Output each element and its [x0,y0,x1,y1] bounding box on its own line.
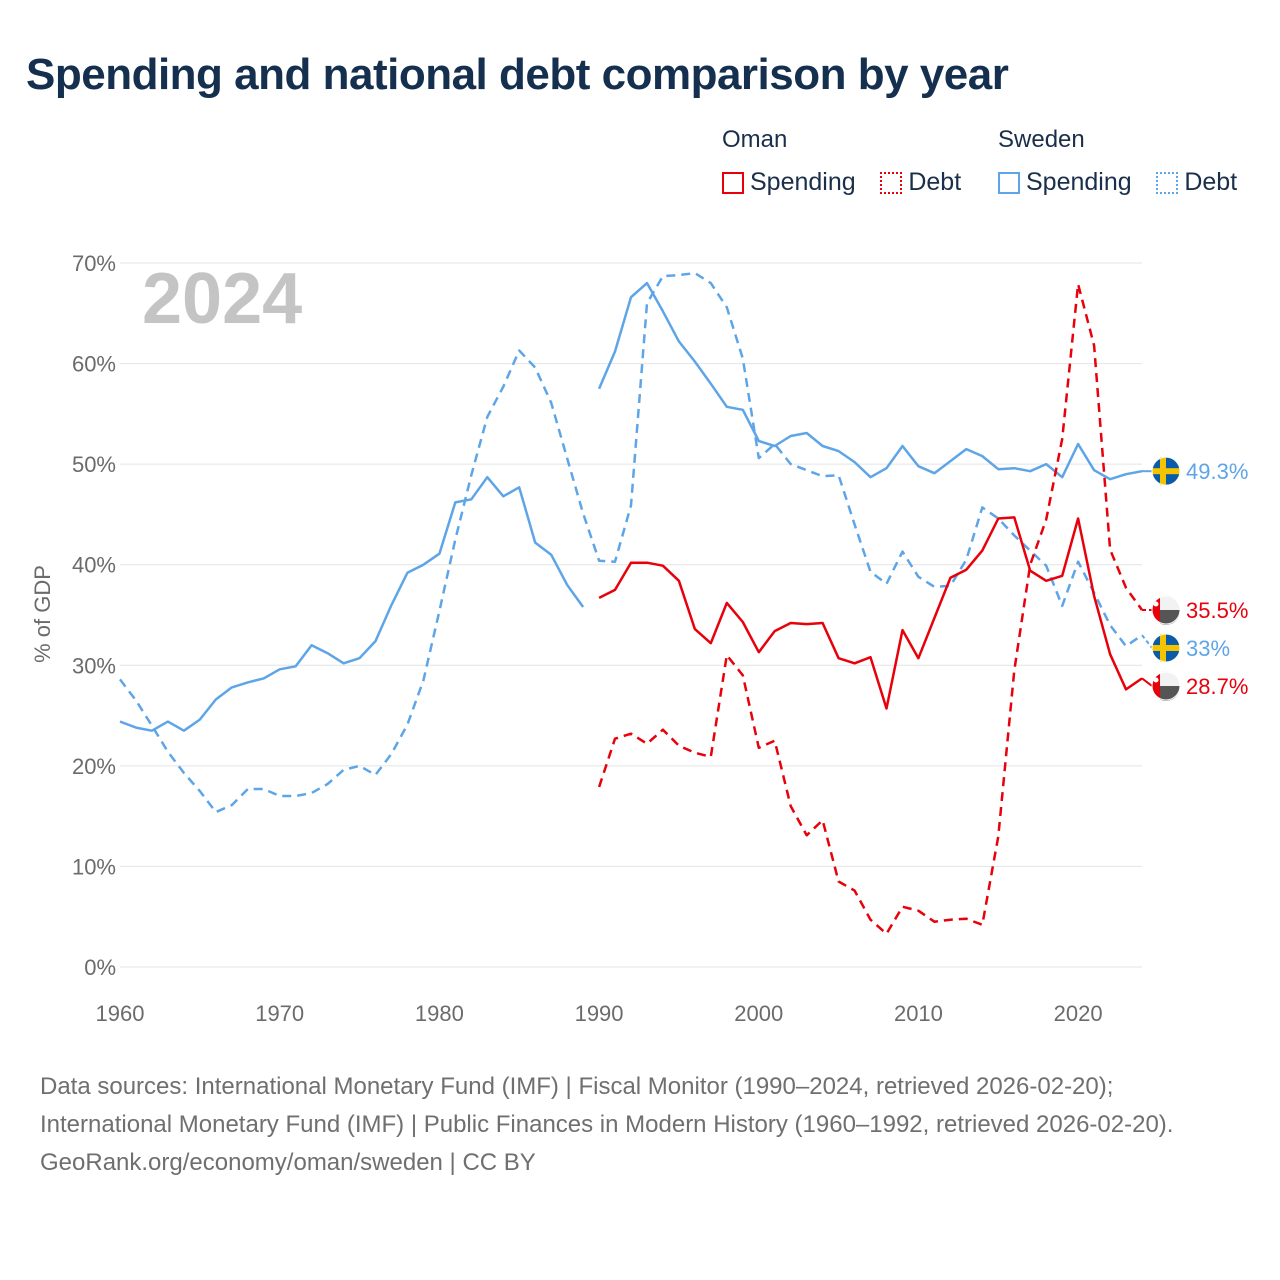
oman-spending-line[interactable] [598,516,1143,710]
gridlines [120,262,1142,968]
y-tick-label: 50% [72,452,116,477]
x-tick-label: 2000 [734,1001,783,1026]
x-tick-label: 2010 [894,1001,943,1026]
end-connector [1141,677,1153,687]
legend-group-sweden: Sweden Spending Debt [998,126,1237,201]
y-axis-title: % of GDP [30,565,55,663]
legend-sweden-spending[interactable]: Spending [998,168,1132,197]
sweden-spending-line[interactable] [597,281,1143,481]
x-tick-label: 1960 [96,1001,145,1026]
end-value-label: 35.5% [1186,598,1248,623]
sweden-flag-icon [1151,456,1181,486]
y-tick-label: 20% [72,754,116,779]
legend-label: Spending [1026,168,1132,196]
data-sources-text: Data sources: International Monetary Fun… [40,1073,1174,1138]
oman-debt-line[interactable] [597,282,1144,936]
legend-swatch-solid [722,171,744,194]
legend-swatch-dotted [1156,171,1179,194]
end-value-label: 28.7% [1186,674,1248,699]
line-chart: 2024 % of GDP 0% 10% 20% 30% 40% 50% 60% 70% 19… [30,251,1248,1026]
y-axis: 0% 10% 20% 30% 40% 50% 60% 70% [72,251,116,980]
year-label: 2024 [142,259,302,339]
y-tick-label: 60% [72,352,116,377]
y-tick-label: 70% [72,251,116,276]
sweden-debt-line[interactable] [119,271,1143,814]
oman-flag-icon [1151,671,1181,701]
legend-group-name-sweden: Sweden [998,126,1085,153]
legend-group-name-oman: Oman [722,126,788,153]
sweden-spending-line[interactable] [119,475,585,732]
y-tick-label: 10% [72,854,116,879]
series-end-markers: 49.3% 35.5% 33% 28.7% [1141,456,1248,701]
legend-swatch-solid [998,171,1020,194]
x-tick-label: 1990 [575,1001,624,1026]
chart-title: Spending and national debt comparison by… [26,50,1009,99]
x-axis: 1960 1970 1980 1990 2000 2010 2020 [96,1001,1103,1026]
end-value-label: 49.3% [1186,459,1248,484]
legend-oman-spending[interactable]: Spending [722,168,856,197]
sweden-flag-icon [1151,633,1181,663]
legend-swatch-dotted [880,171,903,194]
x-tick-label: 1980 [415,1001,464,1026]
y-tick-label: 0% [84,955,116,980]
legend-group-oman: Oman Spending Debt [722,126,979,201]
oman-flag-icon [1151,595,1181,625]
end-value-label: 33% [1186,636,1230,661]
credit-text[interactable]: GeoRank.org/economy/oman/sweden | CC BY [40,1149,536,1176]
y-tick-label: 30% [72,653,116,678]
legend-label: Spending [750,168,856,196]
series-lines [119,271,1144,936]
footer: Data sources: International Monetary Fun… [40,1068,1240,1182]
legend-oman-debt[interactable]: Debt [880,168,961,197]
x-tick-label: 2020 [1054,1001,1103,1026]
legend-sweden-debt[interactable]: Debt [1156,168,1237,197]
y-tick-label: 40% [72,553,116,578]
x-tick-label: 1970 [255,1001,304,1026]
legend-label: Debt [908,168,962,196]
end-connector [1141,634,1153,649]
legend-label: Debt [1184,168,1238,196]
